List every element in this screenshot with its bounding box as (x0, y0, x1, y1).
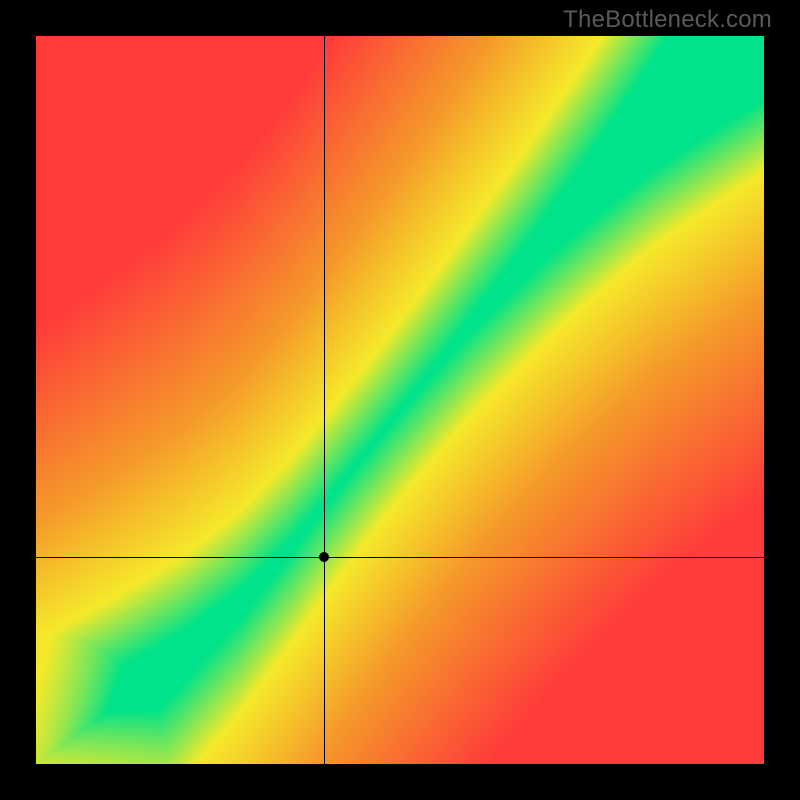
watermark-text: TheBottleneck.com (563, 6, 772, 34)
crosshair-horizontal (36, 557, 764, 558)
heatmap-plot (36, 36, 764, 764)
crosshair-marker (319, 552, 329, 562)
heatmap-canvas (36, 36, 764, 764)
chart-frame: TheBottleneck.com (0, 0, 800, 800)
crosshair-vertical (324, 36, 325, 764)
